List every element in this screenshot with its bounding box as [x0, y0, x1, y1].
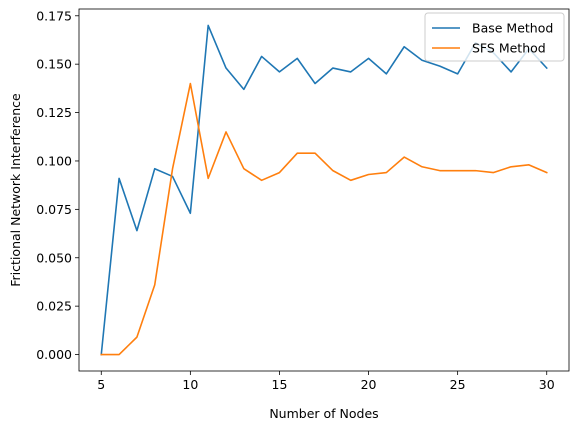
series-line-sfs-method — [100, 82, 548, 356]
plot-area — [79, 9, 569, 371]
y-tick-label: 0.000 — [36, 347, 72, 362]
plot-frame — [78, 8, 570, 372]
x-tick-label: 15 — [272, 377, 288, 392]
y-tick-label: 0.100 — [36, 153, 72, 168]
legend-box — [424, 12, 565, 62]
y-tick-label: 0.075 — [36, 202, 72, 217]
ticks-layer: 5 10 15 20 25 30 0.000 0.025 0.050 0.075 0.100 0.12… — [36, 8, 555, 392]
y-tick-label: 0.025 — [36, 299, 72, 314]
legend-label-base: Base Method — [472, 21, 553, 36]
x-axis-label: Number of Nodes — [269, 406, 378, 421]
x-tick-label: 30 — [539, 377, 555, 392]
y-axis-label: Frictional Network Interference — [8, 93, 23, 287]
x-tick-label: 20 — [361, 377, 377, 392]
y-tick-label: 0.175 — [36, 8, 72, 23]
x-tick-label: 25 — [450, 377, 466, 392]
x-tick-label: 10 — [182, 377, 198, 392]
legend-label-sfs: SFS Method — [472, 41, 546, 56]
legend: Base Method SFS Method — [424, 12, 565, 62]
x-tick-label: 5 — [97, 377, 105, 392]
y-tick-label: 0.050 — [36, 250, 72, 265]
y-tick-label: 0.150 — [36, 57, 72, 72]
y-tick-label: 0.125 — [36, 105, 72, 120]
